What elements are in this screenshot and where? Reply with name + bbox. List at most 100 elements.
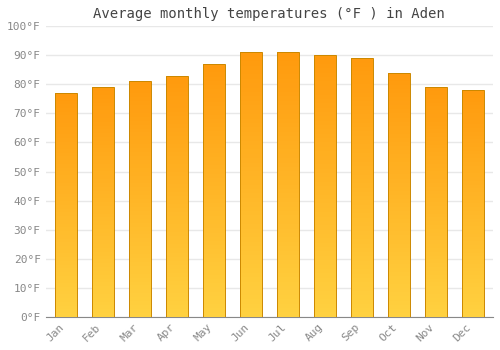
Bar xyxy=(92,130,114,133)
Bar xyxy=(55,141,77,145)
Bar xyxy=(424,106,447,110)
Bar xyxy=(240,194,262,198)
Bar xyxy=(462,150,484,154)
Bar xyxy=(314,138,336,142)
Bar xyxy=(388,97,410,101)
Bar xyxy=(55,268,77,272)
Bar xyxy=(424,210,447,214)
Bar xyxy=(240,229,262,233)
Bar xyxy=(129,266,151,270)
Bar xyxy=(92,221,114,225)
Bar xyxy=(314,94,336,99)
Bar xyxy=(92,282,114,286)
Bar xyxy=(92,160,114,164)
Bar xyxy=(166,220,188,224)
Bar xyxy=(424,252,447,255)
Bar xyxy=(462,234,484,238)
Bar xyxy=(276,127,299,132)
Bar xyxy=(55,108,77,112)
Bar xyxy=(462,226,484,230)
Bar xyxy=(92,214,114,217)
Bar xyxy=(166,120,188,124)
Bar xyxy=(462,230,484,234)
Bar xyxy=(462,94,484,98)
Bar xyxy=(388,154,410,158)
Bar xyxy=(462,290,484,294)
Bar xyxy=(166,273,188,277)
Bar xyxy=(92,313,114,317)
Bar xyxy=(202,304,225,308)
Bar xyxy=(129,289,151,293)
Bar xyxy=(92,103,114,106)
Bar xyxy=(166,76,188,80)
Bar xyxy=(129,183,151,187)
Bar xyxy=(129,219,151,223)
Bar xyxy=(314,273,336,278)
Bar xyxy=(388,85,410,89)
Bar xyxy=(276,237,299,242)
Bar xyxy=(388,215,410,219)
Bar xyxy=(92,145,114,148)
Bar xyxy=(276,176,299,180)
Bar xyxy=(276,70,299,75)
Bar xyxy=(92,210,114,214)
Bar xyxy=(202,262,225,266)
Bar xyxy=(462,268,484,272)
Bar xyxy=(388,239,410,244)
Bar xyxy=(314,203,336,208)
Bar xyxy=(202,110,225,114)
Bar xyxy=(388,223,410,227)
Bar xyxy=(202,153,225,157)
Bar xyxy=(129,234,151,238)
Bar xyxy=(388,288,410,292)
Bar xyxy=(92,279,114,282)
Bar xyxy=(166,285,188,289)
Bar xyxy=(240,105,262,110)
Bar xyxy=(388,130,410,134)
Bar xyxy=(202,131,225,136)
Bar xyxy=(55,313,77,317)
Bar xyxy=(350,295,373,300)
Bar xyxy=(129,254,151,258)
Bar xyxy=(424,233,447,237)
Bar xyxy=(92,229,114,233)
Bar xyxy=(240,123,262,127)
Bar xyxy=(350,179,373,183)
Bar xyxy=(55,294,77,298)
Bar xyxy=(350,136,373,140)
Bar xyxy=(314,286,336,290)
Bar xyxy=(240,172,262,176)
Bar xyxy=(314,125,336,130)
Bar xyxy=(462,154,484,158)
Bar xyxy=(388,121,410,126)
Bar xyxy=(314,221,336,225)
Bar xyxy=(462,147,484,150)
Bar xyxy=(202,292,225,296)
Bar xyxy=(462,222,484,226)
Bar xyxy=(240,273,262,277)
Bar xyxy=(350,132,373,136)
Bar xyxy=(388,142,410,146)
Bar xyxy=(350,93,373,97)
Bar xyxy=(462,211,484,215)
Bar xyxy=(240,154,262,158)
Bar xyxy=(314,177,336,182)
Bar xyxy=(240,299,262,303)
Bar xyxy=(55,116,77,119)
Bar xyxy=(166,80,188,84)
Bar xyxy=(388,162,410,166)
Bar xyxy=(166,240,188,244)
Bar xyxy=(314,256,336,260)
Bar xyxy=(202,127,225,132)
Bar xyxy=(55,235,77,238)
Bar xyxy=(350,313,373,317)
Bar xyxy=(388,309,410,313)
Bar xyxy=(166,88,188,92)
Bar xyxy=(55,127,77,131)
Bar xyxy=(350,252,373,257)
Bar xyxy=(166,293,188,297)
Bar xyxy=(166,257,188,260)
Bar xyxy=(424,271,447,275)
Bar xyxy=(350,201,373,205)
Bar xyxy=(92,133,114,137)
